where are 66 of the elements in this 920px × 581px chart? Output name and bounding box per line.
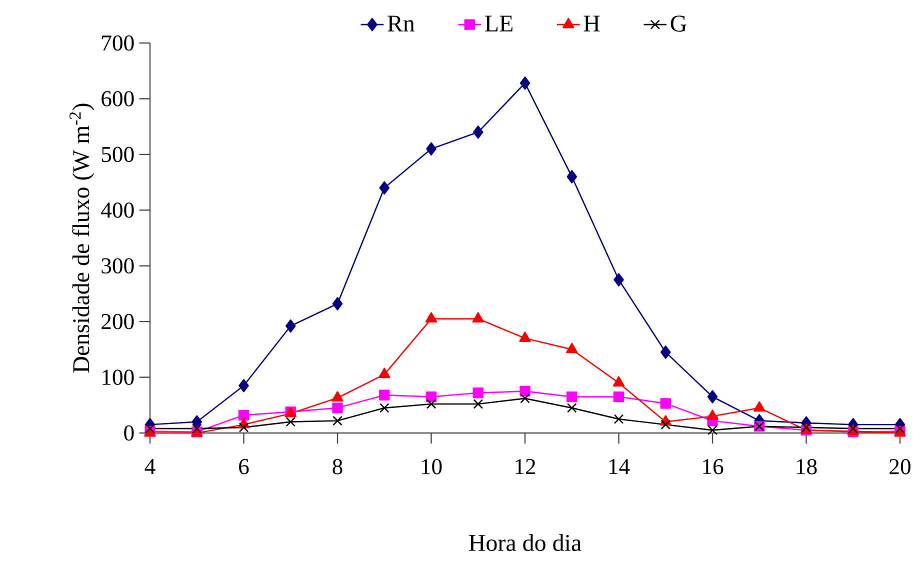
x-tick-label: 8: [332, 459, 342, 474]
y-tick-label: 400: [101, 202, 134, 218]
point: [426, 391, 437, 402]
x-tick-label: 4: [144, 459, 156, 474]
x-tick-label: 16: [703, 459, 724, 474]
point: [332, 297, 343, 310]
point: [706, 410, 718, 420]
y-tick-label: 300: [102, 258, 134, 274]
point: [425, 312, 438, 322]
point: [520, 386, 530, 397]
point: [520, 76, 530, 90]
point: [379, 390, 390, 400]
point: [472, 312, 484, 322]
point: [612, 376, 625, 387]
point: [238, 410, 250, 420]
legend-label: H: [584, 16, 600, 32]
x-tick-label: 6: [239, 459, 249, 474]
point: [332, 402, 343, 414]
point: [895, 424, 905, 434]
point: [238, 422, 249, 432]
legend-label: LE: [485, 16, 512, 32]
point: [472, 125, 484, 139]
point: [238, 378, 249, 392]
x-tick-label: 12: [516, 459, 536, 474]
y-axis-title: Densidade de fluxo (W m$^{-2}$): [70, 104, 94, 373]
point: [614, 414, 624, 424]
point: [660, 420, 671, 430]
point: [426, 399, 436, 409]
x-tick-label: 18: [796, 459, 817, 474]
point: [472, 388, 484, 398]
point: [285, 319, 296, 333]
point: [473, 399, 484, 409]
x-axis-title: Hora do dia: [469, 534, 582, 552]
point: [378, 368, 390, 378]
point: [286, 416, 296, 427]
point: [426, 142, 436, 156]
point: [566, 170, 578, 184]
point: [192, 424, 202, 434]
point: [145, 424, 155, 434]
y-tick-label: 200: [102, 314, 134, 330]
point: [566, 391, 578, 402]
point: [519, 332, 531, 342]
point: [520, 394, 530, 404]
x-tick-label: 14: [609, 459, 630, 474]
legend-label: Rn: [388, 16, 415, 32]
legend-label: G: [670, 16, 686, 32]
y-tick-label: 0: [124, 425, 134, 441]
point: [614, 273, 624, 286]
point: [379, 181, 390, 195]
point: [660, 346, 671, 359]
x-tick-label: 10: [422, 459, 442, 474]
point: [660, 398, 671, 409]
point: [566, 403, 577, 413]
point: [379, 403, 390, 413]
point: [332, 416, 342, 426]
point: [708, 425, 718, 436]
y-tick-label: 600: [102, 91, 134, 106]
y-tick-label: 500: [102, 146, 134, 162]
y-tick-label: 700: [102, 35, 134, 51]
y-tick-label: 100: [102, 370, 134, 385]
point: [754, 401, 766, 412]
point: [613, 391, 624, 402]
point: [332, 391, 344, 402]
x-tick-label: 20: [890, 459, 910, 474]
point: [707, 390, 718, 404]
point: [566, 342, 578, 354]
